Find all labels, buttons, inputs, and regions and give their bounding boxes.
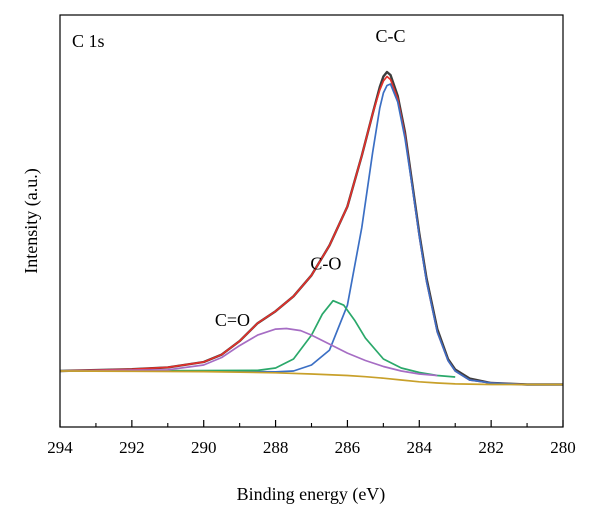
x-tick-label-292: 292	[119, 438, 145, 457]
background-line	[59, 370, 563, 386]
ticks-layer: 294 292 290 288 286 284 282 280	[47, 420, 576, 457]
x-tick-label-290: 290	[191, 438, 217, 457]
component-cc-line	[60, 83, 563, 386]
peak-label-co: C-O	[310, 253, 341, 273]
x-tick-label-284: 284	[407, 438, 433, 457]
component-co-line	[59, 327, 438, 377]
x-tick-label-286: 286	[335, 438, 361, 457]
x-tick-label-282: 282	[478, 438, 504, 457]
peak-label-co: C=O	[215, 310, 250, 330]
series-layer	[59, 70, 563, 386]
x-axis-title: Binding energy (eV)	[237, 484, 386, 505]
panel-label: C 1s	[72, 31, 105, 51]
x-tick-label-280: 280	[550, 438, 576, 457]
y-axis-title: Intensity (a.u.)	[21, 168, 42, 273]
x-tick-label-294: 294	[47, 438, 73, 457]
peak-label-cc: C-C	[376, 26, 406, 46]
component-co-line	[59, 299, 456, 378]
annotation-layer: C-C C-O C=O	[215, 26, 406, 330]
x-tick-label-288: 288	[263, 438, 289, 457]
